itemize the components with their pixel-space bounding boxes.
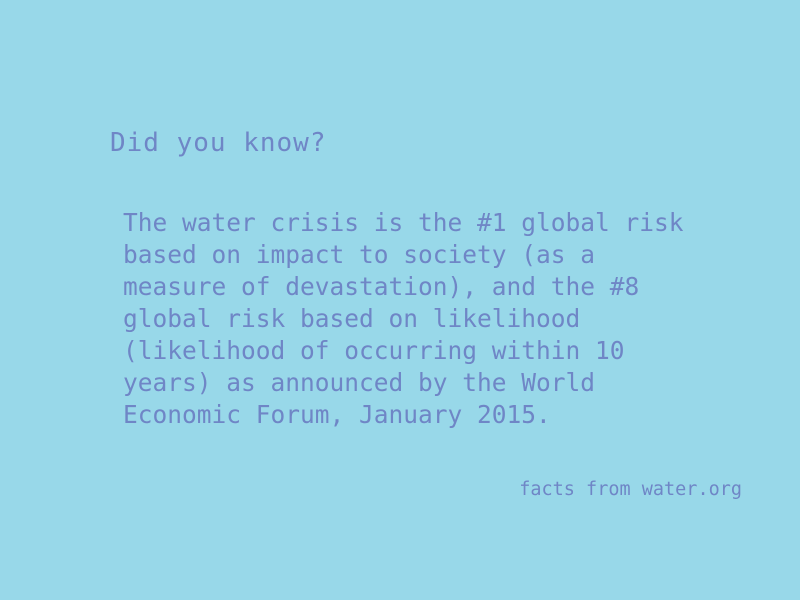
fact-text: The water crisis is the #1 global risk b… — [123, 208, 684, 429]
headline: Did you know? — [110, 128, 327, 158]
source-credit: facts from water.org — [519, 479, 742, 500]
